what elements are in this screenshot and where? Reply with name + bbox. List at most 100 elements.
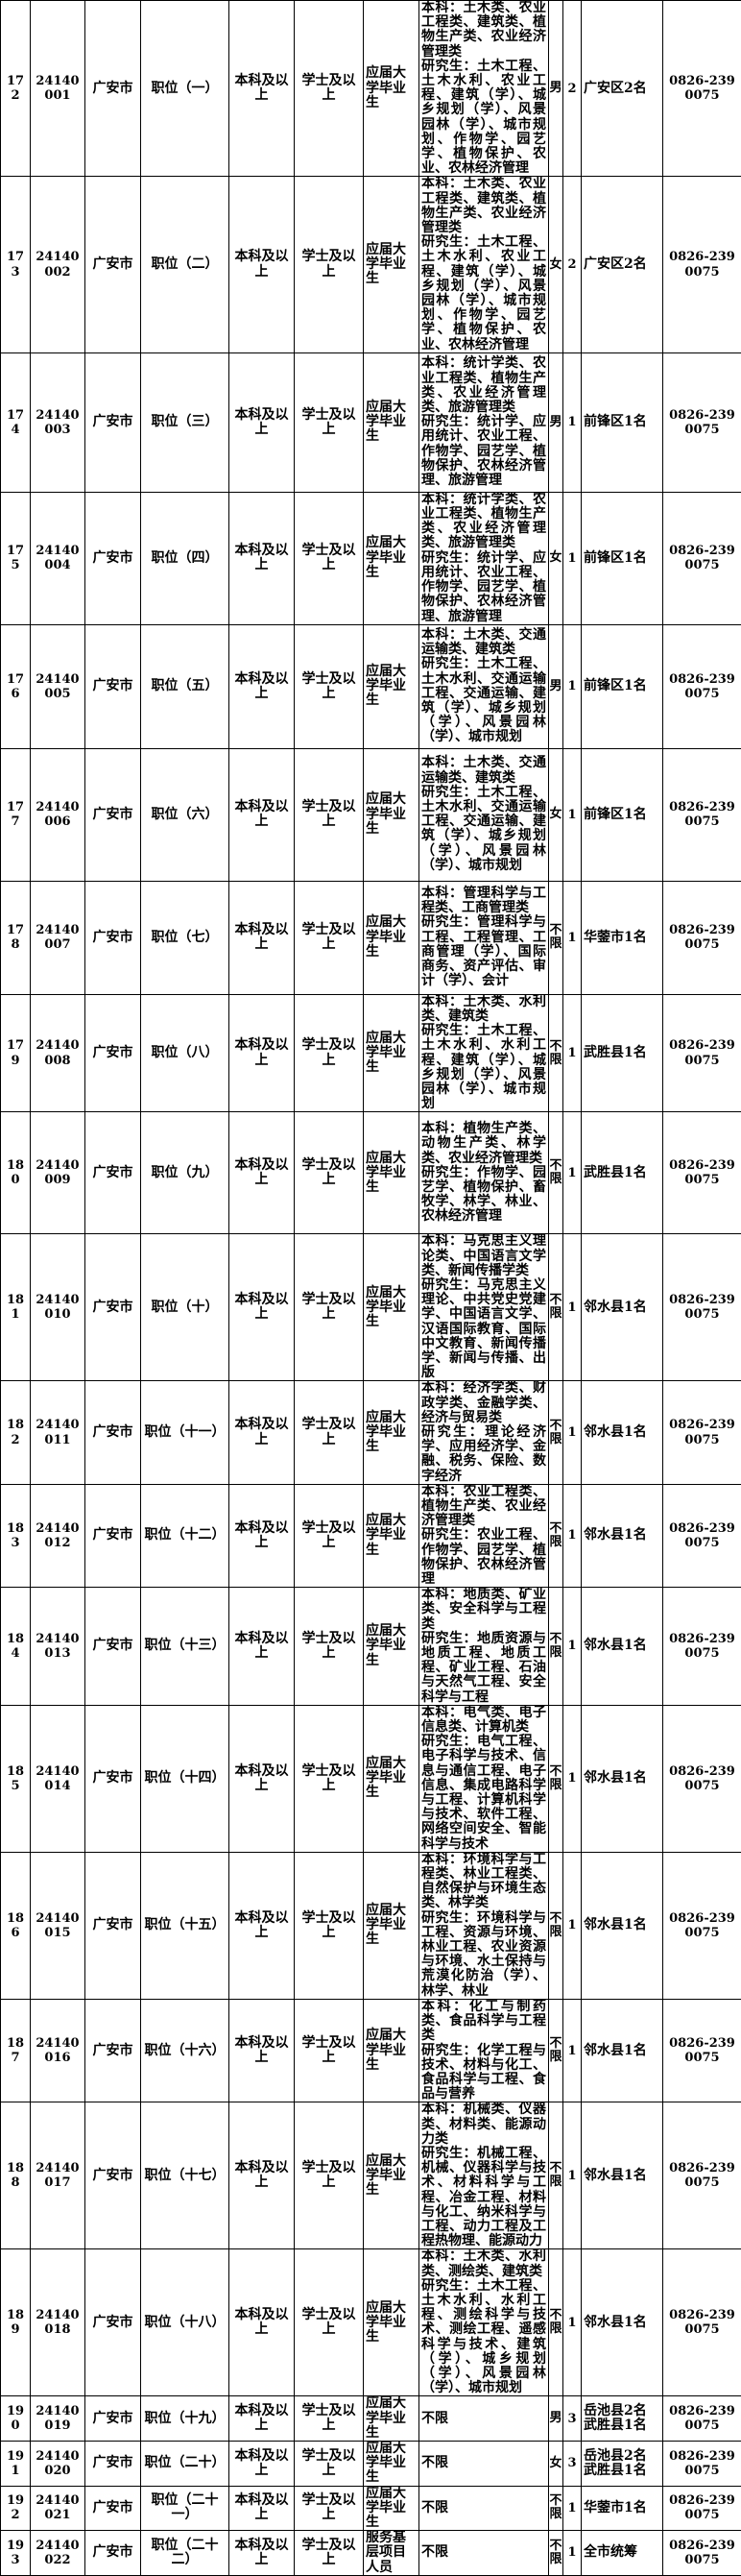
gender-requirement-cell: 男 [549,2396,563,2442]
education-requirement-cell: 本科及以上 [229,624,295,748]
position-code-cell: 24140016 [31,1999,85,2102]
contact-phone-cell: 0826-2390075 [663,2531,741,2576]
major-requirement-cell: 本科：土木类、交通运输类、建筑类 研究生：土木工程、土木水利、交通运输工程、交通… [419,624,549,748]
position-name-cell: 职位（八） [141,994,229,1112]
contact-phone-cell: 0826-2390075 [663,2102,741,2249]
position-code-cell: 24140007 [31,881,85,994]
degree-requirement-cell: 学士及以上 [295,748,364,881]
position-name-cell: 职位（二） [141,177,229,352]
contact-phone-cell: 0826-2390075 [663,1705,741,1852]
position-name-cell: 职位（十一） [141,1381,229,1484]
position-code-cell: 24140014 [31,1705,85,1852]
position-code-cell: 24140001 [31,1,85,177]
recruit-count-cell: 1 [563,492,582,624]
degree-requirement-cell: 学士及以上 [295,2249,364,2396]
row-number-cell: 182 [1,1381,31,1484]
row-number-cell: 186 [1,1852,31,1999]
city-cell: 广安市 [85,492,141,624]
row-number-cell: 193 [1,2531,31,2576]
applicant-type-cell: 应届大学毕业生 [364,2249,419,2396]
allocation-area-cell: 全市统筹 [582,2531,663,2576]
row-number-cell: 172 [1,1,31,177]
major-requirement-cell: 本科：环境科学与工程类、林业工程类、自然保护与环境生态类、林学类 研究生：环境科… [419,1852,549,1999]
degree-requirement-cell: 学士及以上 [295,2396,364,2442]
gender-requirement-cell: 不限 [549,2486,563,2531]
position-name-cell: 职位（九） [141,1112,229,1234]
position-code-cell: 24140006 [31,748,85,881]
allocation-area-cell: 前锋区1名 [582,492,663,624]
row-number-cell: 187 [1,1999,31,2102]
row-number-cell: 175 [1,492,31,624]
contact-phone-cell: 0826-2390075 [663,1234,741,1381]
contact-phone-cell: 0826-2390075 [663,2396,741,2442]
allocation-area-cell: 岳池县2名 武胜县1名 [582,2396,663,2442]
city-cell: 广安市 [85,1705,141,1852]
applicant-type-cell: 应届大学毕业生 [364,624,419,748]
recruit-count-cell: 1 [563,1234,582,1381]
degree-requirement-cell: 学士及以上 [295,492,364,624]
position-name-cell: 职位（十五） [141,1852,229,1999]
degree-requirement-cell: 学士及以上 [295,1705,364,1852]
major-requirement-cell: 本科：土木类、水利类、建筑类 研究生：土木工程、土木水利、水利工程、建筑（学）、… [419,994,549,1112]
major-requirement-cell: 不限 [419,2531,549,2576]
recruit-count-cell: 1 [563,1112,582,1234]
position-name-cell: 职位（五） [141,624,229,748]
position-code-cell: 24140008 [31,994,85,1112]
degree-requirement-cell: 学士及以上 [295,2531,364,2576]
applicant-type-cell: 应届大学毕业生 [364,1234,419,1381]
education-requirement-cell: 本科及以上 [229,1,295,177]
position-name-cell: 职位（十三） [141,1588,229,1706]
contact-phone-cell: 0826-2390075 [663,177,741,352]
degree-requirement-cell: 学士及以上 [295,1588,364,1706]
city-cell: 广安市 [85,1234,141,1381]
position-code-cell: 24140012 [31,1484,85,1587]
row-number-cell: 178 [1,881,31,994]
city-cell: 广安市 [85,2531,141,2576]
position-code-cell: 24140002 [31,177,85,352]
row-number-cell: 180 [1,1112,31,1234]
city-cell: 广安市 [85,1381,141,1484]
position-name-cell: 职位（二十一） [141,2486,229,2531]
allocation-area-cell: 武胜县1名 [582,994,663,1112]
recruit-count-cell: 1 [563,1852,582,1999]
gender-requirement-cell: 不限 [549,2102,563,2249]
position-code-cell: 24140003 [31,352,85,492]
row-number-cell: 183 [1,1484,31,1587]
recruit-count-cell: 3 [563,2396,582,2442]
education-requirement-cell: 本科及以上 [229,748,295,881]
allocation-area-cell: 前锋区1名 [582,624,663,748]
applicant-type-cell: 应届大学毕业生 [364,1999,419,2102]
contact-phone-cell: 0826-2390075 [663,1999,741,2102]
contact-phone-cell: 0826-2390075 [663,2249,741,2396]
recruit-count-cell: 1 [563,624,582,748]
city-cell: 广安市 [85,2102,141,2249]
position-name-cell: 职位（三） [141,352,229,492]
gender-requirement-cell: 不限 [549,1588,563,1706]
gender-requirement-cell: 不限 [549,881,563,994]
degree-requirement-cell: 学士及以上 [295,177,364,352]
position-name-cell: 职位（二十） [141,2441,229,2486]
row-number-cell: 188 [1,2102,31,2249]
position-name-cell: 职位（十八） [141,2249,229,2396]
contact-phone-cell: 0826-2390075 [663,2441,741,2486]
education-requirement-cell: 本科及以上 [229,1852,295,1999]
allocation-area-cell: 邻水县1名 [582,1852,663,1999]
position-code-cell: 24140004 [31,492,85,624]
city-cell: 广安市 [85,1,141,177]
applicant-type-cell: 应届大学毕业生 [364,1852,419,1999]
gender-requirement-cell: 不限 [549,2249,563,2396]
major-requirement-cell: 不限 [419,2396,549,2442]
gender-requirement-cell: 不限 [549,1999,563,2102]
position-code-cell: 24140010 [31,1234,85,1381]
gender-requirement-cell: 女 [549,492,563,624]
degree-requirement-cell: 学士及以上 [295,1234,364,1381]
recruit-count-cell: 2 [563,1,582,177]
degree-requirement-cell: 学士及以上 [295,2441,364,2486]
allocation-area-cell: 前锋区1名 [582,748,663,881]
